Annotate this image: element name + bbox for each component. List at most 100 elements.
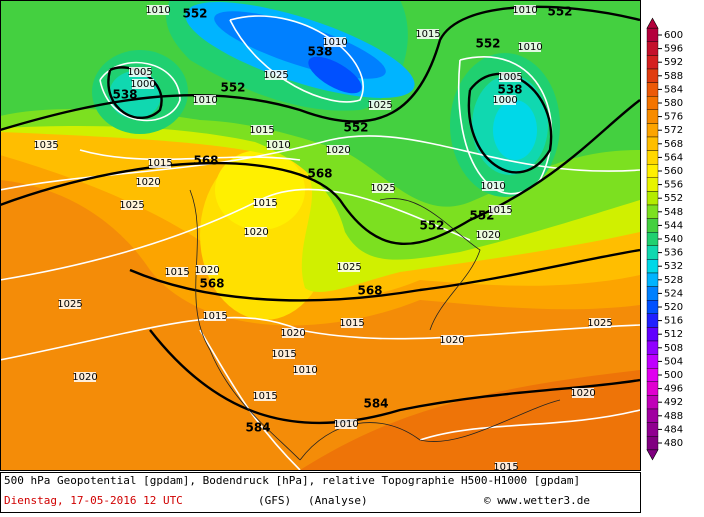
pressure-label: 1010 — [265, 140, 290, 151]
colorbar-swatch — [646, 368, 659, 383]
colorbar-swatch — [646, 422, 659, 437]
colorbar-label: 492 — [664, 397, 683, 408]
pressure-label: 1010 — [192, 95, 217, 106]
colorbar-label: 588 — [664, 71, 683, 82]
pressure-label: 1015 — [249, 125, 274, 136]
label-bg — [589, 318, 611, 328]
label-bg — [194, 95, 216, 105]
label-bg — [494, 95, 516, 105]
colorbar-swatch — [646, 286, 659, 301]
geopotential-label: 552 — [419, 219, 444, 233]
pressure-label: 1025 — [336, 262, 361, 273]
label-bg — [519, 42, 541, 52]
geopotential-label: 552 — [547, 5, 572, 19]
label-bg — [324, 37, 346, 47]
colorbar-label: 584 — [664, 84, 683, 95]
colorbar-label: 552 — [664, 193, 683, 204]
pressure-label: 1025 — [119, 200, 144, 211]
pressure-label: 1020 — [325, 145, 350, 156]
label-bg — [251, 125, 273, 135]
colorbar-label: 548 — [664, 207, 683, 218]
caption-model: (GFS) — [258, 494, 291, 507]
colorbar-label: 520 — [664, 302, 683, 313]
pressure-label: 1015 — [493, 462, 518, 473]
label-bg — [149, 158, 171, 168]
geopotential-label: 568 — [193, 154, 218, 168]
colorbar-label: 488 — [664, 411, 683, 422]
label-bg — [121, 200, 143, 210]
geopotential-label: 584 — [363, 397, 388, 411]
pressure-label: 1020 — [243, 227, 268, 238]
colorbar-swatch — [646, 381, 659, 396]
label-bg — [372, 183, 394, 193]
colorbar-label: 484 — [664, 424, 683, 435]
pressure-label: 1000 — [492, 95, 517, 106]
label-bg — [129, 67, 151, 77]
label-bg — [282, 328, 304, 338]
pressure-label: 1010 — [512, 5, 537, 16]
colorbar-swatch — [646, 82, 659, 97]
colorbar-label: 516 — [664, 316, 683, 327]
pressure-label: 1010 — [145, 5, 170, 16]
label-bg — [341, 318, 363, 328]
colorbar-swatch — [646, 436, 659, 451]
colorbar-label: 576 — [664, 112, 683, 123]
label-bg — [254, 391, 276, 401]
caption-kind: (Analyse) — [308, 494, 368, 507]
label-bg — [477, 230, 499, 240]
caption-date: Dienstag, 17-05-2016 12 UTC — [4, 494, 183, 507]
geopotential-label: 568 — [199, 277, 224, 291]
pressure-label: 1015 — [202, 311, 227, 322]
pressure-label: 1020 — [475, 230, 500, 241]
pressure-label: 1015 — [252, 198, 277, 209]
colorbar-swatch — [646, 55, 659, 70]
pressure-label: 1025 — [57, 299, 82, 310]
label-bg — [254, 198, 276, 208]
colorbar-label: 528 — [664, 275, 683, 286]
colorbar-label: 508 — [664, 343, 683, 354]
label-bg — [245, 227, 267, 237]
colorbar-swatch — [646, 218, 659, 233]
pressure-label: 1015 — [271, 349, 296, 360]
colorbar-swatch — [646, 109, 659, 124]
colorbar-swatch — [646, 123, 659, 138]
geopotential-label: 568 — [357, 284, 382, 298]
colorbar-swatch — [646, 150, 659, 165]
label-bg — [273, 349, 295, 359]
label-bg — [204, 311, 226, 321]
label-bg — [265, 70, 287, 80]
pressure-label: 1010 — [517, 42, 542, 53]
geopotential-label: 552 — [220, 81, 245, 95]
colorbar-swatch — [646, 177, 659, 192]
geopotential-label: 538 — [497, 83, 522, 97]
pressure-label: 1010 — [333, 419, 358, 430]
label-bg — [196, 265, 218, 275]
colorbar-label: 524 — [664, 288, 683, 299]
label-bg — [514, 5, 536, 15]
colorbar-label: 504 — [664, 356, 683, 367]
colorbar-swatch — [646, 354, 659, 369]
label-bg — [441, 335, 463, 345]
pressure-label: 1020 — [439, 335, 464, 346]
colorbar-swatch — [646, 204, 659, 219]
geopotential-label: 538 — [112, 88, 137, 102]
colorbar-bottom-arrow — [646, 449, 659, 461]
caption-credit: © www.wetter3.de — [484, 494, 590, 507]
colorbar-swatch — [646, 28, 659, 43]
geopotential-label: 538 — [307, 45, 332, 59]
colorbar-swatch — [646, 327, 659, 342]
label-bg — [417, 29, 439, 39]
pressure-label: 1020 — [135, 177, 160, 188]
label-bg — [482, 181, 504, 191]
geopotential-label: 552 — [469, 209, 494, 223]
colorbar-swatch — [646, 259, 659, 274]
pressure-label: 1010 — [480, 181, 505, 192]
pressure-label: 1015 — [487, 205, 512, 216]
colorbar-swatch — [646, 191, 659, 206]
colorbar-label: 600 — [664, 30, 683, 41]
colorbar-swatch — [646, 245, 659, 260]
pressure-label: 1005 — [497, 72, 522, 83]
label-bg — [166, 267, 188, 277]
